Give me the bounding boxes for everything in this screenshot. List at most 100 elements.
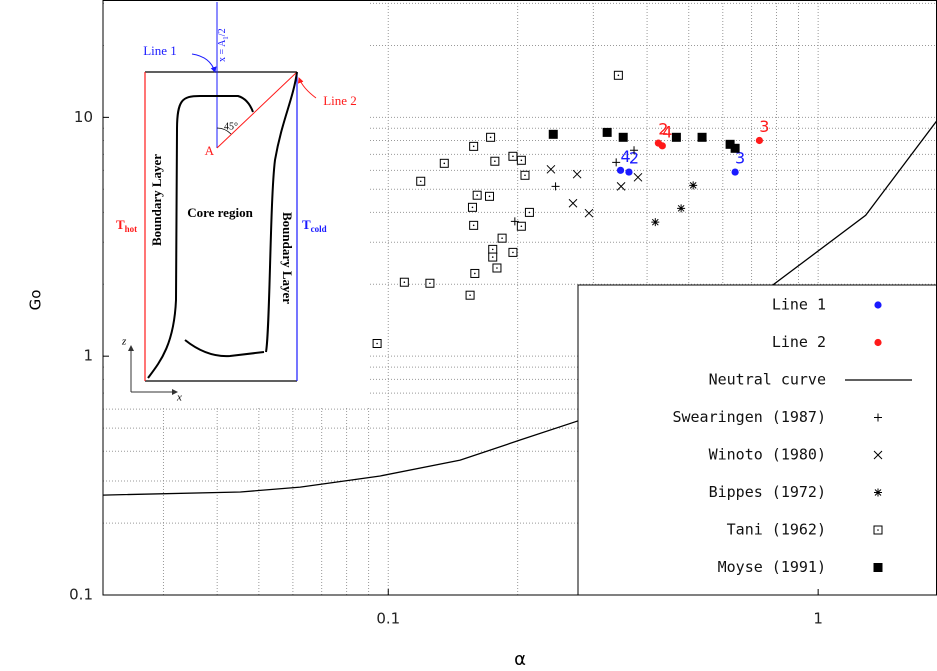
point <box>520 170 530 180</box>
point-label: 2 <box>658 120 668 139</box>
legend-swatch <box>874 413 882 422</box>
neutral-curve <box>102 120 937 496</box>
t-cold-main: T <box>302 217 311 232</box>
legend-swatch <box>873 563 883 572</box>
point-dot <box>501 237 503 239</box>
line-2 <box>216 71 298 149</box>
point <box>469 141 479 151</box>
point <box>488 244 498 254</box>
point-dot <box>476 194 478 197</box>
boundary-curve <box>147 95 254 379</box>
point <box>465 290 475 300</box>
x-axis-label: α <box>514 649 526 670</box>
point <box>439 158 449 168</box>
legend-label: Moyse (1991) <box>718 558 826 576</box>
point <box>485 191 495 201</box>
equation-subscript: 1 <box>222 36 230 40</box>
point <box>697 132 707 142</box>
point-dot <box>528 211 531 214</box>
legend-swatch <box>874 488 882 497</box>
legend-swatch <box>873 525 883 535</box>
point <box>486 132 496 142</box>
core-label: Core region <box>187 205 253 220</box>
t-hot-subscript: hot <box>125 224 138 234</box>
angle-label: 45° <box>224 121 238 132</box>
legend-label: Neutral curve <box>709 371 826 389</box>
point <box>651 218 660 227</box>
t-cold-label: Tcold <box>302 217 327 234</box>
point-dot <box>617 74 620 77</box>
point <box>546 164 556 174</box>
line-2-label: Line 2 <box>323 93 357 108</box>
legend-label: Bippes (1972) <box>709 483 826 501</box>
point <box>416 176 426 186</box>
point <box>510 217 519 226</box>
y-tick-label: 10 <box>74 108 93 126</box>
angle-arc <box>216 127 232 135</box>
legend-label: Line 2 <box>772 333 826 351</box>
x-tick-label: 0.1 <box>376 610 400 628</box>
point-dot <box>443 162 446 165</box>
line-2-pointer <box>297 77 317 99</box>
point <box>658 142 666 150</box>
point-dot <box>429 282 431 285</box>
point-label: 3 <box>759 117 769 136</box>
point-dot <box>376 342 378 345</box>
point <box>399 277 409 287</box>
point <box>490 156 500 166</box>
point <box>612 158 621 167</box>
point <box>568 198 578 208</box>
point-dot <box>489 136 492 139</box>
point <box>492 263 502 273</box>
point <box>516 155 526 165</box>
point-dot <box>469 294 471 297</box>
point <box>630 146 639 155</box>
point-dot <box>520 159 523 162</box>
point <box>633 172 643 182</box>
point <box>689 181 698 190</box>
equation-part: x = A <box>217 39 228 62</box>
point <box>613 70 623 80</box>
line-1-pointer <box>191 53 217 73</box>
y-tick-label: 1 <box>83 347 93 365</box>
point <box>671 132 681 142</box>
point <box>508 151 518 161</box>
point <box>602 127 612 137</box>
boundary-curve <box>184 339 265 358</box>
point <box>730 143 740 153</box>
point <box>618 132 628 142</box>
equation-part: /2 <box>217 28 228 36</box>
left-layer-label: Boundary Layer <box>149 154 164 246</box>
point <box>572 169 582 179</box>
legend-label: Line 1 <box>772 296 826 314</box>
line-1-label: Line 1 <box>143 43 177 58</box>
point-dot <box>488 195 491 198</box>
point <box>524 207 534 217</box>
point-dot <box>512 155 514 158</box>
point <box>625 168 633 176</box>
point <box>516 221 526 231</box>
t-cold-subscript: cold <box>311 224 327 234</box>
point <box>469 220 479 230</box>
inset-diagram: Line 1 Line 2 x = A1/2 A 45° Boundary La… <box>104 1 370 406</box>
point <box>467 202 477 212</box>
point-dot <box>520 225 523 228</box>
point <box>488 252 498 262</box>
point-dot <box>494 160 496 163</box>
point-dot <box>491 256 494 258</box>
point <box>725 139 735 149</box>
legend-swatch <box>874 301 882 309</box>
legend-label: Winoto (1980) <box>709 446 826 464</box>
point-label: 3 <box>735 149 745 168</box>
point-label: 4 <box>662 122 672 141</box>
legend-label: Tani (1962) <box>727 521 826 539</box>
point-dot <box>491 248 494 251</box>
point-dot <box>524 174 526 177</box>
point-label: 4 <box>620 147 630 166</box>
point-dot <box>877 529 879 531</box>
point <box>755 136 763 145</box>
boundary-curve <box>265 71 298 353</box>
plot-data: 42 324 3 <box>102 70 937 496</box>
point <box>548 129 558 139</box>
legend-box <box>577 284 937 596</box>
